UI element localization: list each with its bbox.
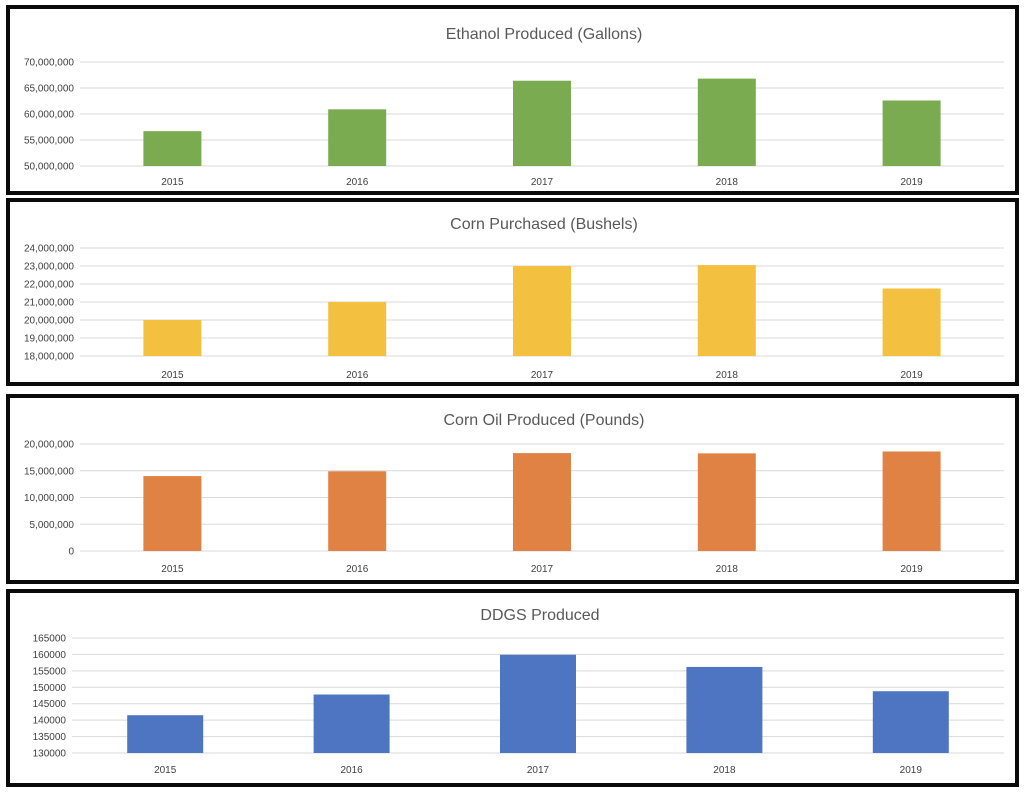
ddgs-chart: DDGS Produced 130000 135000 140000 145000 150… <box>33 607 1004 776</box>
bar-2019 <box>882 288 941 356</box>
corn-purchased-chart: Corn Purchased (Bushels) 18,000,000 19,000… <box>24 216 1004 381</box>
bar-2016 <box>328 302 387 356</box>
bar-2016 <box>313 694 390 753</box>
y-tick-label: 145000 <box>33 699 67 710</box>
y-tick-label: 60,000,000 <box>24 110 74 121</box>
y-tick-label: 24,000,000 <box>24 244 74 255</box>
chart-title: Corn Purchased (Bushels) <box>450 216 638 233</box>
x-tick-label: 2016 <box>340 765 363 776</box>
x-tick-label: 2019 <box>900 370 923 381</box>
bar-2015 <box>143 320 202 356</box>
x-tick-label: 2017 <box>531 370 554 381</box>
bar-2019 <box>882 100 941 166</box>
y-tick-label: 150000 <box>33 683 67 694</box>
x-tick-label: 2018 <box>716 177 739 188</box>
y-tick-label: 23,000,000 <box>24 262 74 273</box>
x-tick-label: 2015 <box>161 370 184 381</box>
y-tick-label: 135000 <box>33 732 67 743</box>
x-tick-label: 2017 <box>527 765 550 776</box>
y-tick-label: 0 <box>68 547 74 558</box>
x-tick-label: 2016 <box>346 564 369 575</box>
bar-2015 <box>143 131 202 166</box>
x-tick-label: 2018 <box>716 370 739 381</box>
ethanol-chart: Ethanol Produced (Gallons) 50,000,000 55,0… <box>24 26 1004 188</box>
y-tick-label: 15,000,000 <box>24 466 74 477</box>
bar-2017 <box>513 266 571 356</box>
y-tick-label: 65,000,000 <box>24 84 74 95</box>
bar-2018 <box>697 78 756 166</box>
bar-2019 <box>872 691 949 753</box>
corn-oil-chart-panel: Corn Oil Produced (Pounds) 0 5,000,000 10,0… <box>6 394 1019 584</box>
bar-2019 <box>882 451 941 551</box>
bar-2018 <box>697 265 756 356</box>
y-tick-label: 5,000,000 <box>30 520 75 531</box>
y-tick-label: 155000 <box>33 666 67 677</box>
bar-2017 <box>513 80 571 166</box>
x-tick-label: 2015 <box>161 177 184 188</box>
y-tick-label: 22,000,000 <box>24 280 74 291</box>
y-tick-label: 20,000,000 <box>24 316 74 327</box>
y-tick-label: 130000 <box>33 749 67 760</box>
x-tick-label: 2018 <box>716 564 739 575</box>
chart-title: Ethanol Produced (Gallons) <box>446 26 643 43</box>
ethanol-chart-panel: Ethanol Produced (Gallons) 50,000,000 55,0… <box>6 5 1019 195</box>
bar-2017 <box>500 654 576 753</box>
chart-title: Corn Oil Produced (Pounds) <box>444 412 645 429</box>
bar-2018 <box>686 666 763 753</box>
y-tick-label: 19,000,000 <box>24 334 74 345</box>
corn-oil-chart: Corn Oil Produced (Pounds) 0 5,000,000 10,0… <box>24 412 1004 575</box>
y-tick-label: 70,000,000 <box>24 58 74 69</box>
x-tick-label: 2018 <box>713 765 736 776</box>
ddgs-chart-panel: DDGS Produced 130000 135000 140000 145000 150… <box>6 589 1019 787</box>
y-tick-label: 55,000,000 <box>24 136 74 147</box>
x-tick-label: 2015 <box>154 765 177 776</box>
chart-title: DDGS Produced <box>480 607 599 624</box>
y-tick-label: 165000 <box>33 634 67 645</box>
x-tick-label: 2019 <box>900 765 923 776</box>
y-tick-label: 160000 <box>33 650 67 661</box>
bar-2015 <box>127 715 204 753</box>
x-tick-label: 2016 <box>346 370 369 381</box>
y-tick-label: 50,000,000 <box>24 162 74 173</box>
y-tick-label: 140000 <box>33 716 67 727</box>
x-tick-label: 2015 <box>161 564 184 575</box>
corn-purchased-chart-panel: Corn Purchased (Bushels) 18,000,000 19,000… <box>6 198 1019 386</box>
y-tick-label: 10,000,000 <box>24 493 74 504</box>
bar-2018 <box>697 453 756 551</box>
x-tick-label: 2017 <box>531 564 554 575</box>
x-tick-label: 2017 <box>531 177 554 188</box>
bar-2016 <box>328 109 387 166</box>
y-tick-label: 20,000,000 <box>24 440 74 451</box>
y-tick-label: 21,000,000 <box>24 298 74 309</box>
bar-2016 <box>328 471 387 551</box>
x-tick-label: 2016 <box>346 177 369 188</box>
x-tick-label: 2019 <box>900 564 923 575</box>
bar-2015 <box>143 476 202 551</box>
y-tick-label: 18,000,000 <box>24 352 74 363</box>
bar-2017 <box>513 453 571 551</box>
x-tick-label: 2019 <box>900 177 923 188</box>
